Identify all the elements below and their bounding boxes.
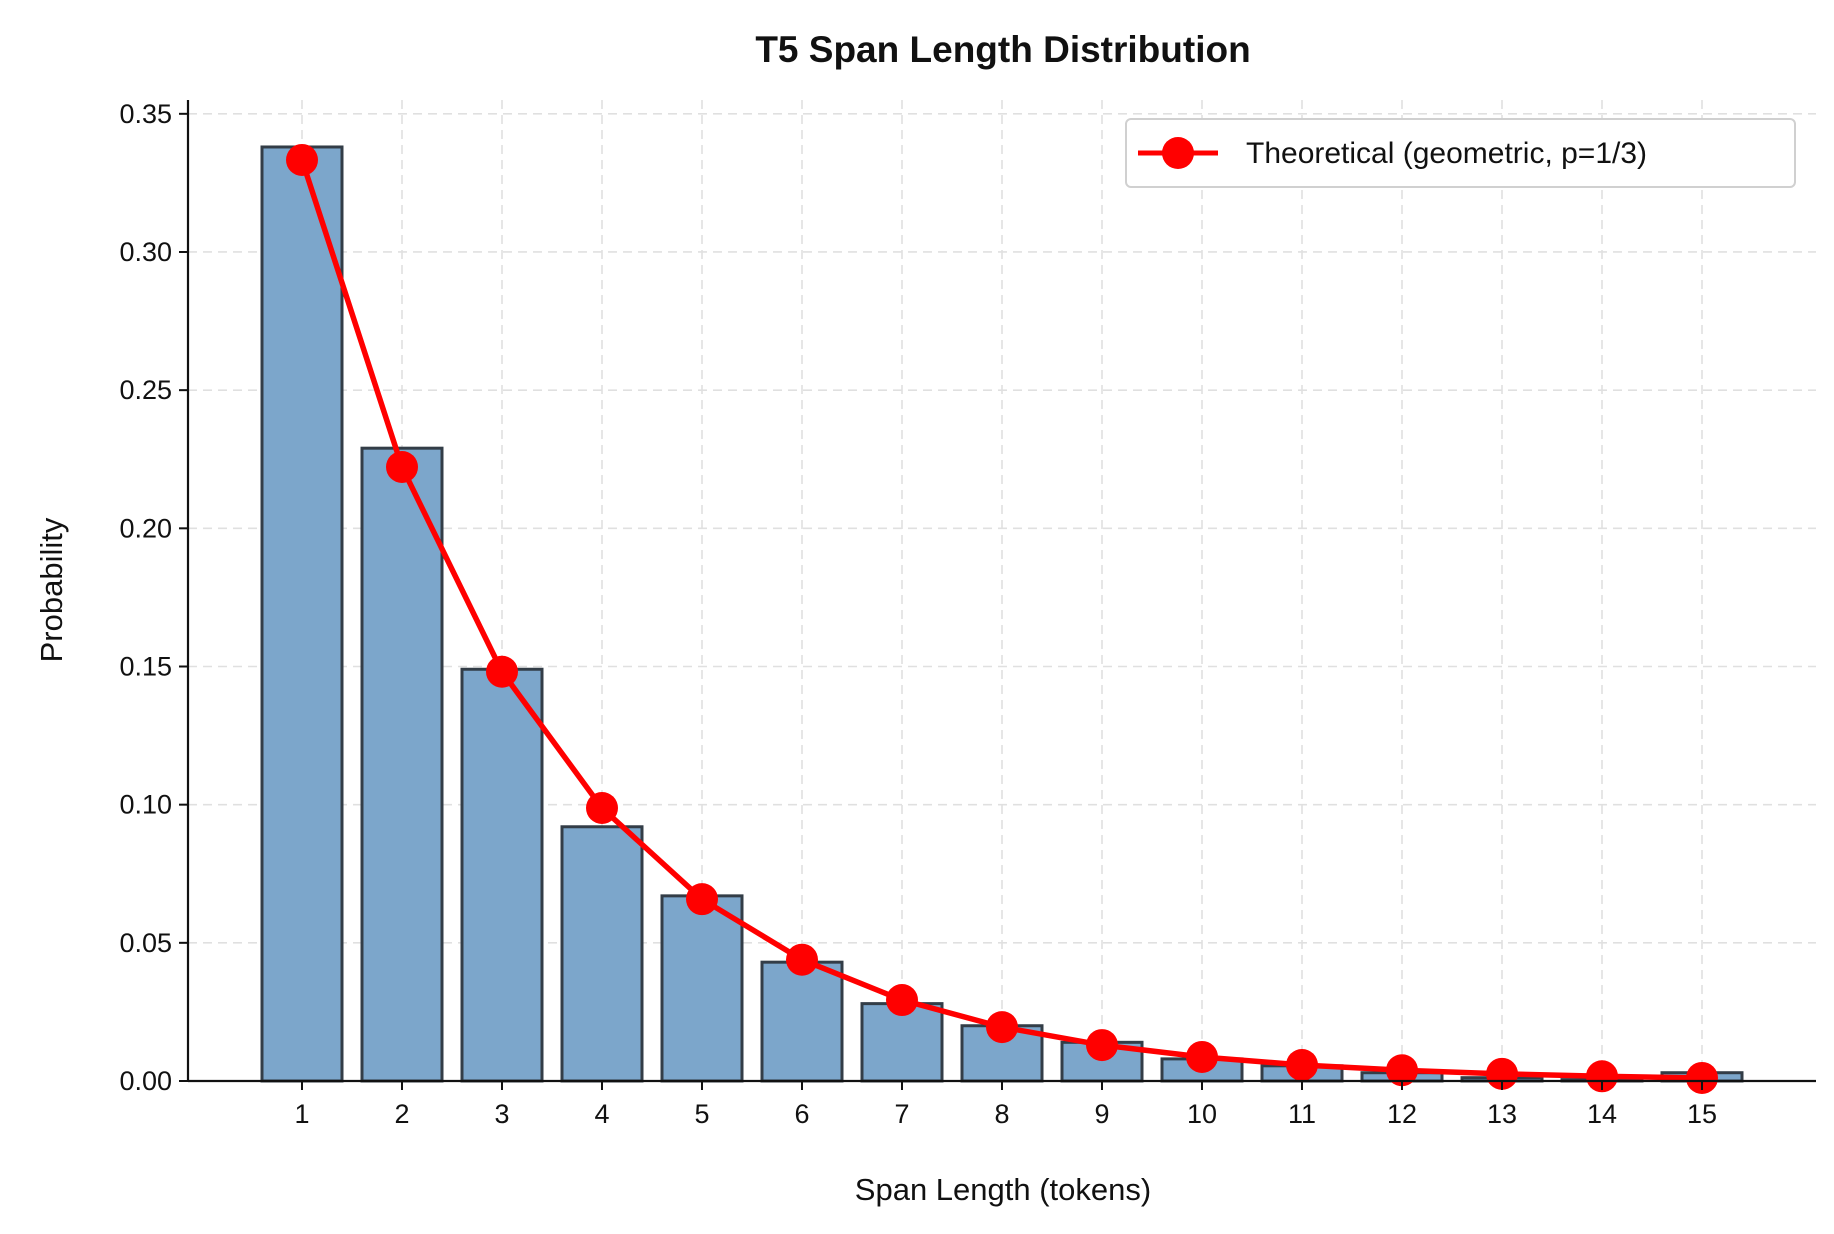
line-marker (786, 943, 818, 976)
line-marker (586, 791, 618, 824)
y-tick-label: 0.05 (119, 928, 172, 958)
line-marker (1186, 1040, 1218, 1073)
axes: 0.000.050.100.150.200.250.300.351 2 3 4 5 6 7 8… (119, 99, 1816, 1129)
line-marker (1286, 1048, 1318, 1081)
bar (360, 446, 444, 1083)
x-tick-label: 3 (494, 1099, 509, 1129)
x-tick-label: 5 (694, 1099, 709, 1129)
y-tick-label: 0.00 (119, 1066, 172, 1096)
x-tick-label: 10 (1187, 1099, 1217, 1129)
x-tick-label: 6 (794, 1099, 809, 1129)
x-tick-label: 14 (1587, 1099, 1617, 1129)
bar (860, 1002, 944, 1083)
y-tick-label: 0.20 (119, 513, 172, 543)
bar (660, 894, 744, 1083)
bar (560, 825, 644, 1083)
bar (460, 667, 544, 1083)
line-marker (1586, 1060, 1618, 1093)
x-tick-label: 2 (394, 1099, 409, 1129)
line-marker (886, 984, 918, 1017)
y-tick-label: 0.30 (119, 237, 172, 267)
line-marker (486, 655, 518, 688)
legend-label: Theoretical (geometric, p=1/3) (1246, 137, 1647, 170)
bar (760, 960, 844, 1083)
y-tick-label: 0.10 (119, 790, 172, 820)
line-marker (286, 143, 318, 176)
y-tick-label: 0.15 (119, 651, 172, 681)
x-tick-label: 7 (894, 1099, 909, 1129)
chart-title: T5 Span Length Distribution (755, 29, 1250, 70)
x-tick-label: 12 (1387, 1099, 1417, 1129)
x-tick-label: 8 (994, 1099, 1009, 1129)
x-tick-label: 9 (1094, 1099, 1109, 1129)
x-tick-label: 13 (1487, 1099, 1517, 1129)
bar (260, 145, 344, 1083)
y-axis-label: Probability (34, 517, 69, 662)
y-tick-label: 0.25 (119, 375, 172, 405)
line-marker (1686, 1061, 1718, 1094)
legend: Theoretical (geometric, p=1/3) (1125, 118, 1796, 188)
line-marker (1386, 1054, 1418, 1087)
line-marker (1086, 1029, 1118, 1062)
x-tick-label: 4 (594, 1099, 609, 1129)
line-series (286, 143, 1718, 1094)
line-marker (386, 450, 418, 483)
x-tick-label: 11 (1288, 1099, 1316, 1129)
line-marker (686, 883, 718, 916)
y-tick-label: 0.35 (119, 99, 172, 129)
x-tick-label: 1 (294, 1099, 309, 1129)
legend-marker (1162, 137, 1194, 169)
legend-box (1125, 118, 1796, 188)
x-tick-label: 15 (1687, 1099, 1717, 1129)
bars (260, 145, 1744, 1083)
line-marker (986, 1011, 1018, 1044)
x-axis-label: Span Length (tokens) (855, 1172, 1151, 1207)
